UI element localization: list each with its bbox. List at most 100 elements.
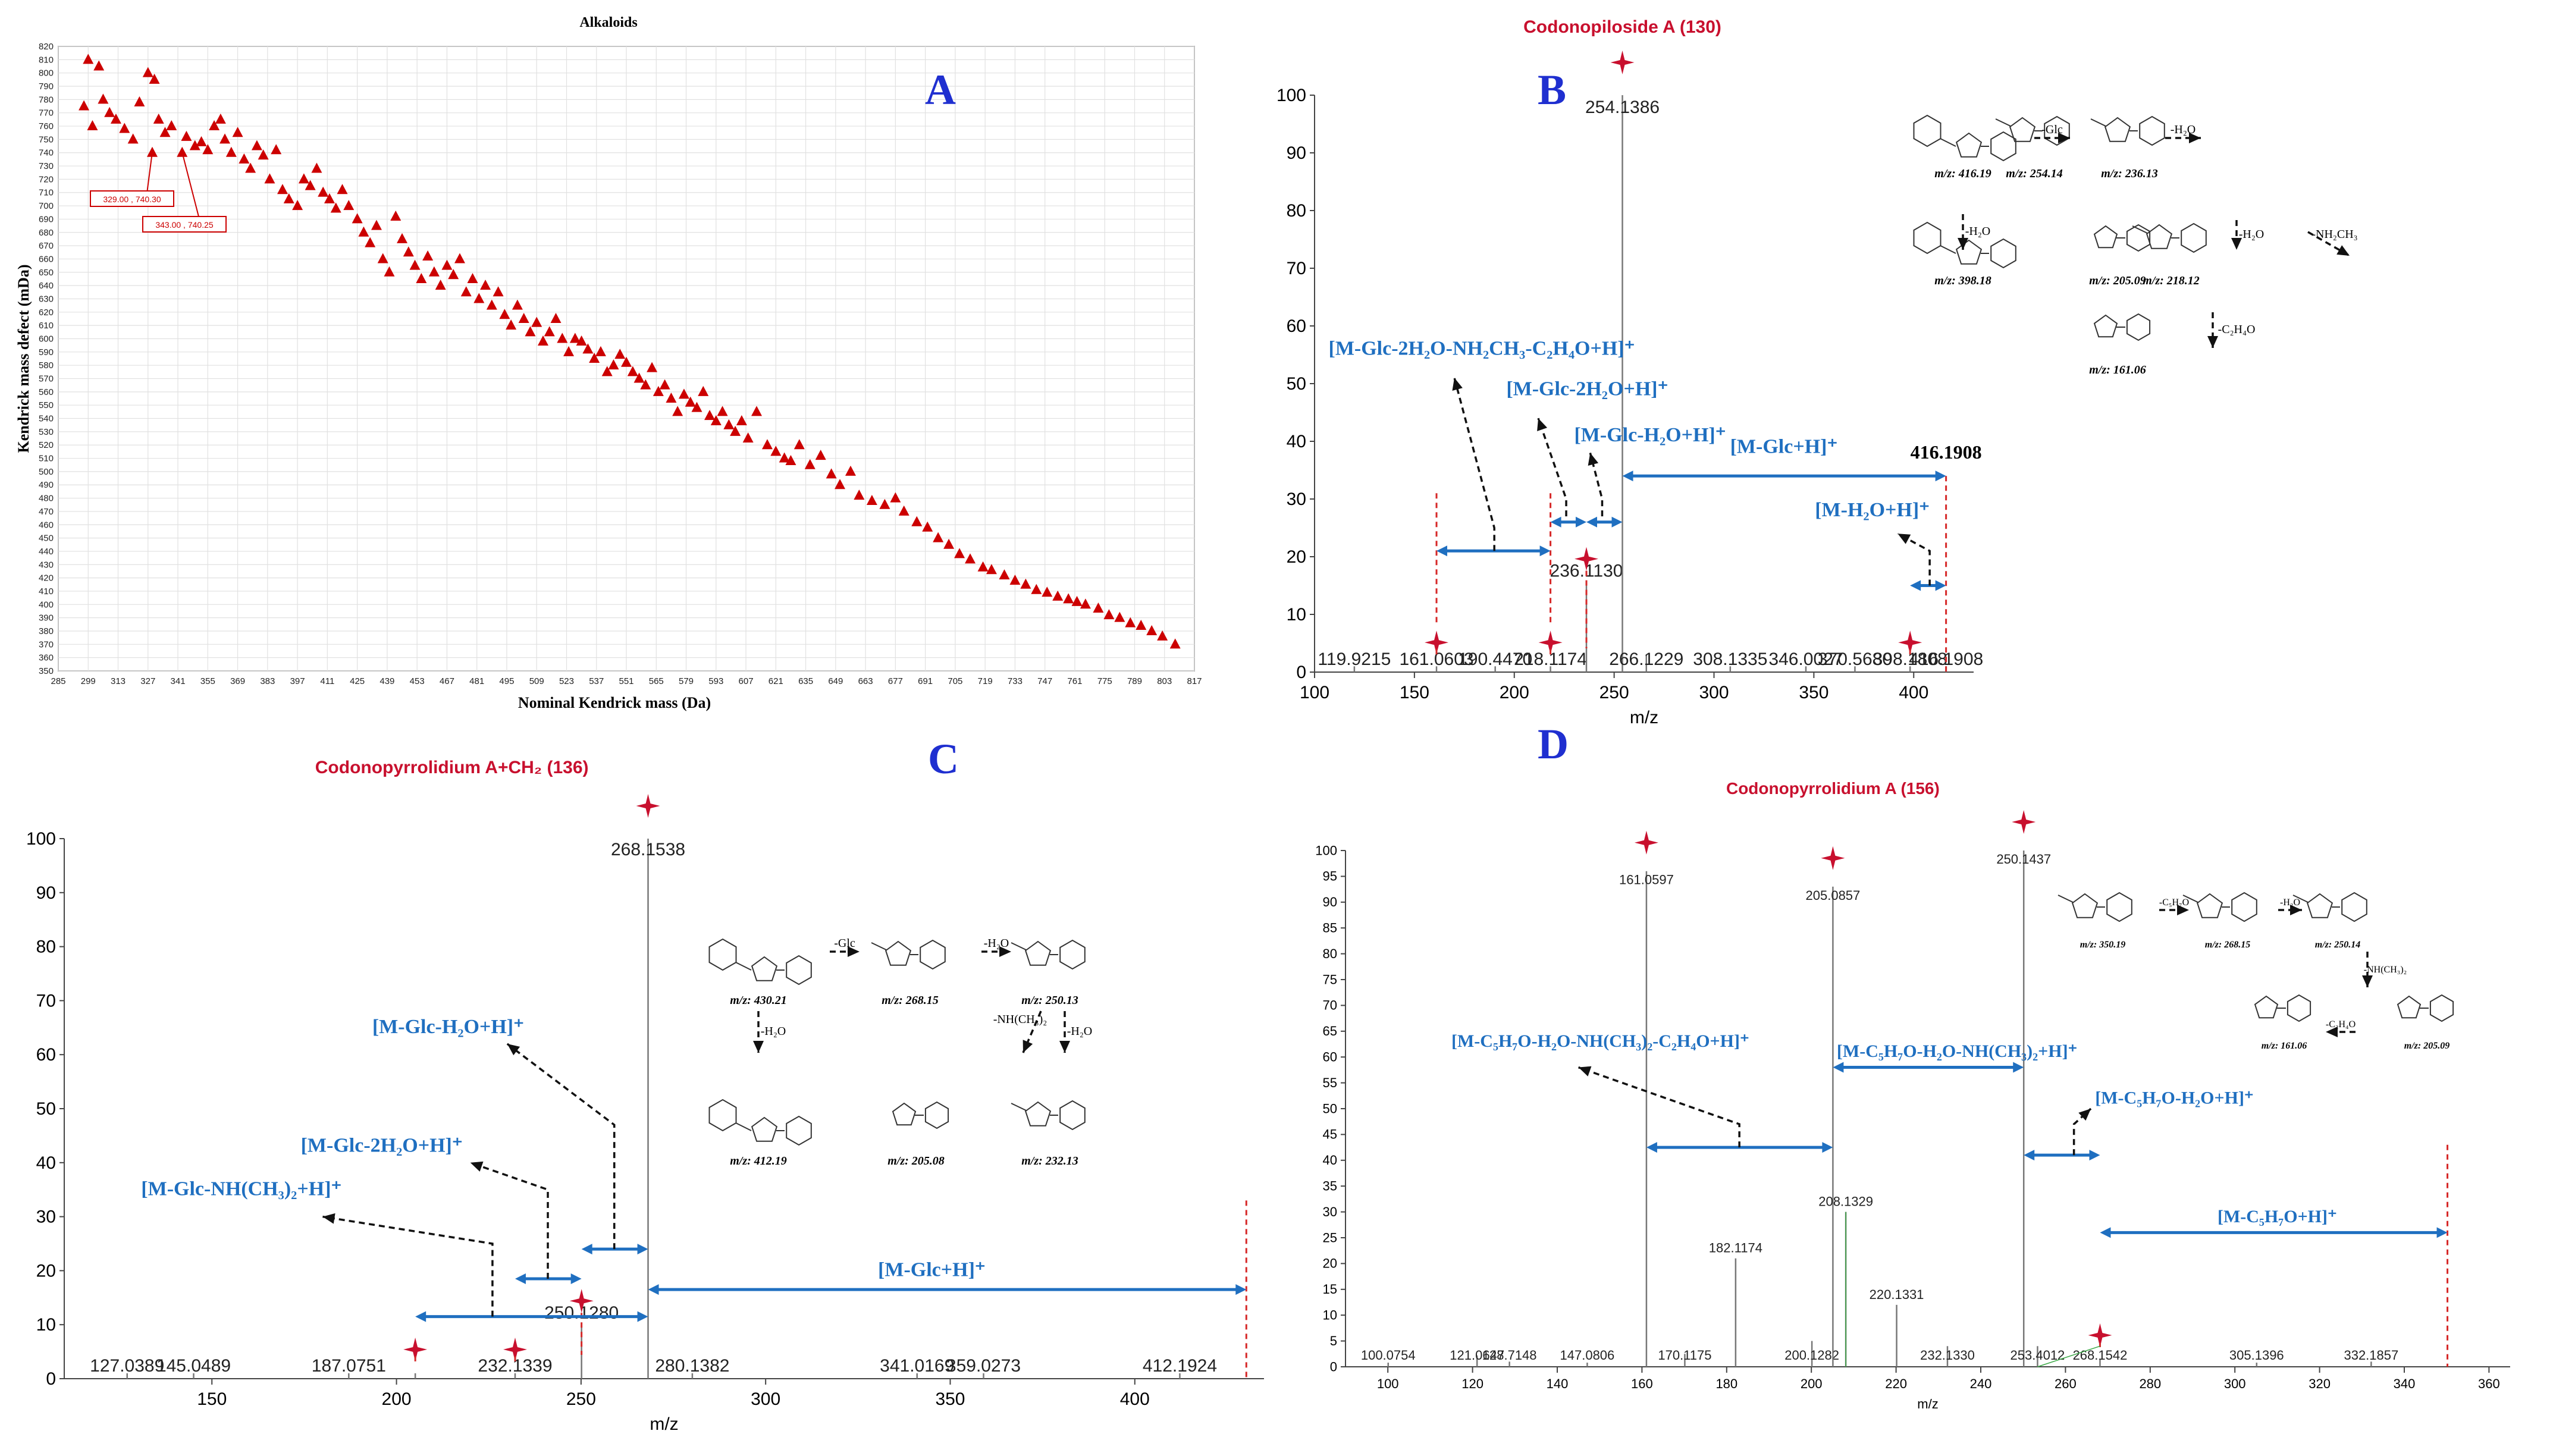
d-peak-label: 170.1175	[1658, 1348, 1711, 1363]
a-data-point	[365, 237, 376, 247]
a-callout-leader	[146, 152, 153, 194]
a-y-tick-label: 610	[39, 321, 54, 331]
a-x-tick-label: 453	[410, 676, 425, 686]
d-pathway-loss: -C₂H₄O	[2326, 1019, 2356, 1030]
d-annotation: [M-C₅H₇O-H₂O-NH(CH₃)₂-C₂H₄O+H]⁺	[1451, 1031, 1749, 1051]
b-peak-label: 266.1229	[1609, 649, 1683, 669]
c-leader-glc-nh	[322, 1215, 494, 1317]
a-data-point	[251, 140, 262, 150]
d-annotation: [M-C₅H₇O-H₂O+H]⁺	[2095, 1088, 2254, 1107]
d-structure-side	[2292, 895, 2309, 903]
a-y-tick-label: 400	[39, 600, 54, 610]
a-data-point	[595, 346, 606, 356]
c-pathway-arrow-head	[1023, 1040, 1033, 1053]
a-data-point	[358, 226, 369, 237]
c-ion-label: m/z: 268.15	[882, 994, 939, 1007]
a-data-point	[627, 366, 638, 376]
b-title: Codonopiloside A (130)	[1523, 17, 1721, 37]
a-data-point	[1146, 625, 1158, 635]
a-x-tick-label: 789	[1127, 676, 1142, 686]
a-data-point	[582, 343, 594, 354]
a-callout-box	[142, 216, 227, 233]
d-annotation: [M-C₅H₇O-H₂O-NH(CH₃)₂+H]⁺	[1837, 1041, 2078, 1061]
a-data-point	[283, 193, 294, 203]
c-title: Codonopyrrolidium A+CH₂ (136)	[315, 758, 589, 777]
a-x-tick-label: 607	[739, 676, 754, 686]
b-structure-aryl-ring	[1990, 238, 2016, 269]
a-data-point	[493, 286, 504, 297]
a-data-point	[736, 415, 747, 425]
b-structure-side	[2090, 118, 2106, 127]
c-structure-pyrrole-ring	[885, 940, 912, 966]
a-data-point	[292, 200, 303, 211]
d-structure-ring-a	[2397, 995, 2422, 1019]
a-data-point	[271, 144, 282, 155]
d-marker-star	[1634, 830, 1658, 855]
b-structure-pyrrole-ring	[2146, 224, 2173, 249]
panel-label-a: A	[925, 66, 956, 114]
a-data-point	[473, 293, 485, 303]
a-x-tick-label: 565	[649, 676, 664, 686]
b-y-tick-label: 80	[1287, 201, 1306, 221]
a-data-point	[659, 379, 670, 390]
c-pathway-loss: -NH(CH₃)₂	[993, 1013, 1047, 1026]
a-data-point	[922, 521, 933, 532]
b-structure-side	[2132, 225, 2148, 234]
c-peak-label: 359.0273	[946, 1356, 1021, 1376]
d-y-tick-label: 65	[1323, 1024, 1337, 1038]
a-y-tick-label: 760	[39, 121, 54, 131]
a-data-point	[911, 516, 923, 526]
a-y-tick-label: 550	[39, 400, 54, 410]
c-leader-glc-2h2o	[470, 1162, 549, 1279]
d-y-tick-label: 100	[1315, 843, 1337, 858]
a-y-tick-label: 450	[39, 534, 54, 544]
a-data-point	[506, 319, 517, 330]
b-pathway-arrow-head	[1958, 238, 1968, 250]
a-data-point	[704, 410, 716, 421]
a-x-tick-label: 285	[51, 676, 65, 686]
c-structure-bond	[735, 962, 752, 971]
a-data-point	[149, 73, 160, 84]
d-peak-label: 305.1396	[2229, 1348, 2284, 1363]
d-marker-star	[2088, 1323, 2112, 1347]
d-ion-label: m/z: 250.14	[2315, 940, 2360, 950]
d-x-tick-label: 100	[1377, 1376, 1399, 1391]
b-leader-glc-2h2o-head	[1537, 418, 1548, 432]
a-data-point	[999, 569, 1010, 580]
a-data-point	[730, 425, 741, 436]
a-x-tick-label: 397	[290, 676, 305, 686]
c-y-tick-label: 50	[36, 1099, 56, 1119]
b-pathway-loss: -C₂H₄O	[2218, 323, 2256, 336]
d-structure-aryl-ring	[2231, 892, 2257, 922]
a-data-point	[177, 146, 188, 157]
a-data-point	[454, 253, 465, 263]
a-data-point	[835, 479, 846, 489]
a-x-tick-label: 719	[978, 676, 993, 686]
c-peak-label: 341.0169	[880, 1356, 954, 1376]
a-data-point	[79, 100, 90, 111]
c-structure-sugar-ring	[708, 938, 737, 971]
a-x-tick-label: 299	[81, 676, 96, 686]
b-ion-label: m/z: 254.14	[2006, 167, 2063, 180]
a-data-point	[225, 146, 237, 157]
a-data-point	[986, 564, 997, 575]
b-structure-side	[1995, 118, 2011, 127]
a-data-point	[898, 505, 909, 516]
a-data-point	[717, 406, 728, 416]
c-annotation: [M-Glc-NH(CH₃)₂+H]⁺	[141, 1178, 341, 1200]
panel-label-d: D	[1538, 720, 1569, 768]
a-data-point	[1063, 593, 1074, 604]
a-x-tick-label: 537	[589, 676, 604, 686]
a-data-point	[685, 396, 696, 407]
d-pathway-loss: -NH(CH₃)₂	[2364, 965, 2407, 975]
c-y-tick-label: 90	[36, 883, 56, 903]
c-structure-aryl-ring	[1059, 1100, 1086, 1131]
b-y-tick-label: 100	[1276, 86, 1306, 105]
d-pathway-arrow-head	[2290, 905, 2302, 915]
a-x-tick-label: 341	[171, 676, 186, 686]
b-structure	[1913, 114, 2016, 162]
a-x-tick-label: 495	[499, 676, 514, 686]
c-arrow-glc-head-right	[1235, 1284, 1247, 1295]
b-structure-bond	[1940, 138, 1956, 147]
c-x-tick-label: 250	[566, 1389, 596, 1409]
